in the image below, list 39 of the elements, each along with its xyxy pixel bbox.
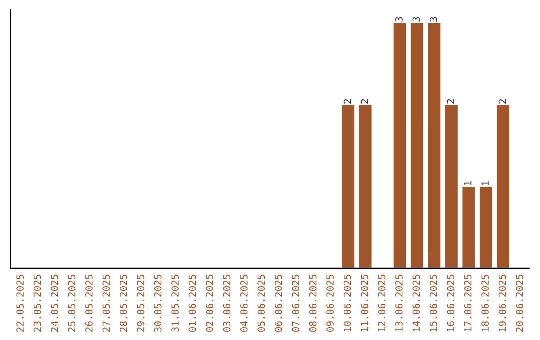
data-label: 2 — [498, 100, 506, 104]
x-tick-label: 18.06.2025 — [482, 274, 489, 332]
x-tick-label: 02.06.2025 — [206, 274, 214, 332]
data-label: 3 — [412, 17, 420, 22]
x-tick-label: 05.06.2025 — [258, 274, 266, 332]
data-label: 1 — [464, 181, 472, 186]
x-tick-label: 13.06.2025 — [396, 274, 403, 332]
x-tick-label: 12.06.2025 — [378, 274, 386, 332]
x-tick-label: 30.05.2025 — [154, 274, 162, 332]
x-tick-label: 29.05.2025 — [137, 274, 145, 332]
data-label: 1 — [482, 181, 489, 186]
x-tick-label: 06.06.2025 — [274, 274, 282, 332]
data-label: 3 — [430, 17, 438, 22]
x-tick-label: 26.05.2025 — [86, 274, 93, 332]
x-tick-label: 24.05.2025 — [51, 274, 58, 332]
x-tick-label: 28.05.2025 — [120, 274, 128, 332]
x-tick-label: 15.06.2025 — [430, 274, 438, 332]
x-tick-label: 14.06.2025 — [412, 274, 420, 332]
data-label: 2 — [447, 100, 454, 104]
data-label: 2 — [361, 100, 368, 104]
x-tick-label: 11.06.2025 — [361, 274, 368, 332]
data-label: 3 — [396, 17, 403, 22]
x-tick-label: 09.06.2025 — [326, 274, 334, 332]
x-tick-label: 08.06.2025 — [309, 274, 317, 332]
x-tick-label: 04.06.2025 — [240, 274, 248, 332]
data-label: 2 — [344, 100, 352, 104]
x-tick-label: 07.06.2025 — [292, 274, 300, 332]
x-tick-label: 23.05.2025 — [34, 274, 42, 332]
x-tick-label: 25.05.2025 — [68, 274, 76, 332]
x-tick-label: 16.06.2025 — [447, 274, 455, 332]
x-tick-label: 20.06.2025 — [516, 274, 524, 332]
x-tick-label: 27.05.2025 — [102, 274, 110, 332]
x-tick-label: 10.06.2025 — [344, 274, 352, 332]
x-tick-label: 22.05.2025 — [16, 274, 24, 332]
x-tick-label: 31.05.2025 — [172, 274, 179, 332]
x-tick-label: 19.06.2025 — [498, 274, 506, 332]
x-tick-label: 01.06.2025 — [188, 274, 196, 332]
x-tick-label: 17.06.2025 — [464, 274, 472, 332]
x-tick-label: 03.06.2025 — [223, 274, 231, 332]
